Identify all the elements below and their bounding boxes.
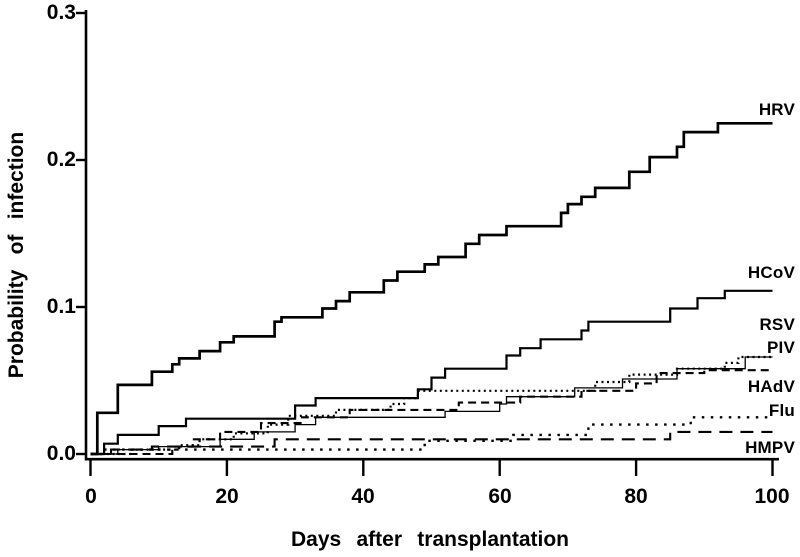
y-tick-label-0.3: 0.3 — [46, 1, 76, 24]
curve-label-hmpv: HMPV — [745, 438, 795, 457]
y-tick-label-0.0: 0.0 — [46, 442, 76, 465]
x-axis-title: Days after transplantation — [291, 528, 569, 551]
axes — [84, 10, 779, 461]
x-tick-label-60: 60 — [488, 485, 512, 508]
curve-hcov — [90, 289, 773, 456]
curve-label-flu: Flu — [768, 401, 795, 420]
curve-label-piv: PIV — [766, 338, 795, 357]
curve-hadv — [90, 369, 773, 456]
curve-hrv — [90, 121, 773, 456]
curve-label-hadv: HAdV — [747, 377, 795, 396]
curve-hmpv — [90, 430, 773, 456]
curve-label-rsv: RSV — [759, 315, 795, 334]
x-tick-label-0: 0 — [85, 485, 97, 508]
x-tick-label-80: 80 — [624, 485, 648, 508]
y-axis-title: Probability of infection — [5, 131, 28, 379]
x-tick-label-20: 20 — [215, 485, 239, 508]
y-tick-label-0.1: 0.1 — [46, 295, 76, 318]
y-tick-label-0.2: 0.2 — [46, 148, 76, 171]
x-tick-label-40: 40 — [351, 485, 375, 508]
x-tick-label-100: 100 — [754, 485, 790, 508]
curve-label-hrv: HRV — [758, 100, 795, 119]
curve-flu — [90, 416, 773, 456]
curve-piv — [90, 355, 773, 456]
curve-label-hcov: HCoV — [747, 263, 795, 282]
